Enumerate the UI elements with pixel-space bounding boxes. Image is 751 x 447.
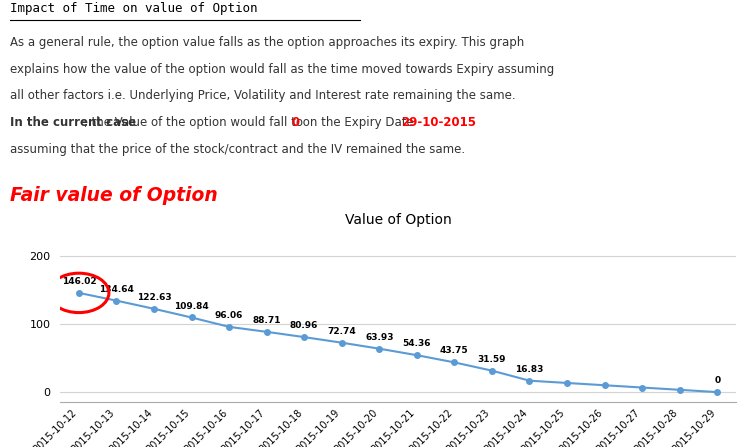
Text: , the Value of the option would fall to: , the Value of the option would fall to [84,116,307,129]
Text: 134.64: 134.64 [99,285,134,294]
Text: 0: 0 [714,376,720,385]
Text: 146.02: 146.02 [62,277,96,286]
Text: 122.63: 122.63 [137,293,171,302]
Text: assuming that the price of the stock/contract and the IV remained the same.: assuming that the price of the stock/con… [10,143,465,156]
Text: As a general rule, the option value falls as the option approaches its expiry. T: As a general rule, the option value fall… [10,36,524,49]
Text: In the current case: In the current case [10,116,136,129]
Text: explains how the value of the option would fall as the time moved towards Expiry: explains how the value of the option wou… [10,63,554,76]
Text: Impact of Time on value of Option: Impact of Time on value of Option [10,2,258,15]
Text: 0: 0 [291,116,300,129]
Text: 72.74: 72.74 [327,327,356,336]
Text: 80.96: 80.96 [290,321,318,330]
Text: on the Expiry Date: on the Expiry Date [299,116,418,129]
Text: 31.59: 31.59 [478,355,506,364]
Text: 16.83: 16.83 [515,365,544,374]
Text: 29-10-2015: 29-10-2015 [401,116,476,129]
Text: 96.06: 96.06 [215,311,243,320]
Text: all other factors i.e. Underlying Price, Volatility and Interest rate remaining : all other factors i.e. Underlying Price,… [10,89,515,102]
Text: 109.84: 109.84 [174,302,209,311]
Text: 43.75: 43.75 [440,346,469,355]
Text: 54.36: 54.36 [403,339,431,348]
Title: Value of Option: Value of Option [345,213,451,227]
Text: Fair value of Option: Fair value of Option [10,186,218,205]
Text: 88.71: 88.71 [252,316,281,325]
Text: 63.93: 63.93 [365,333,394,342]
